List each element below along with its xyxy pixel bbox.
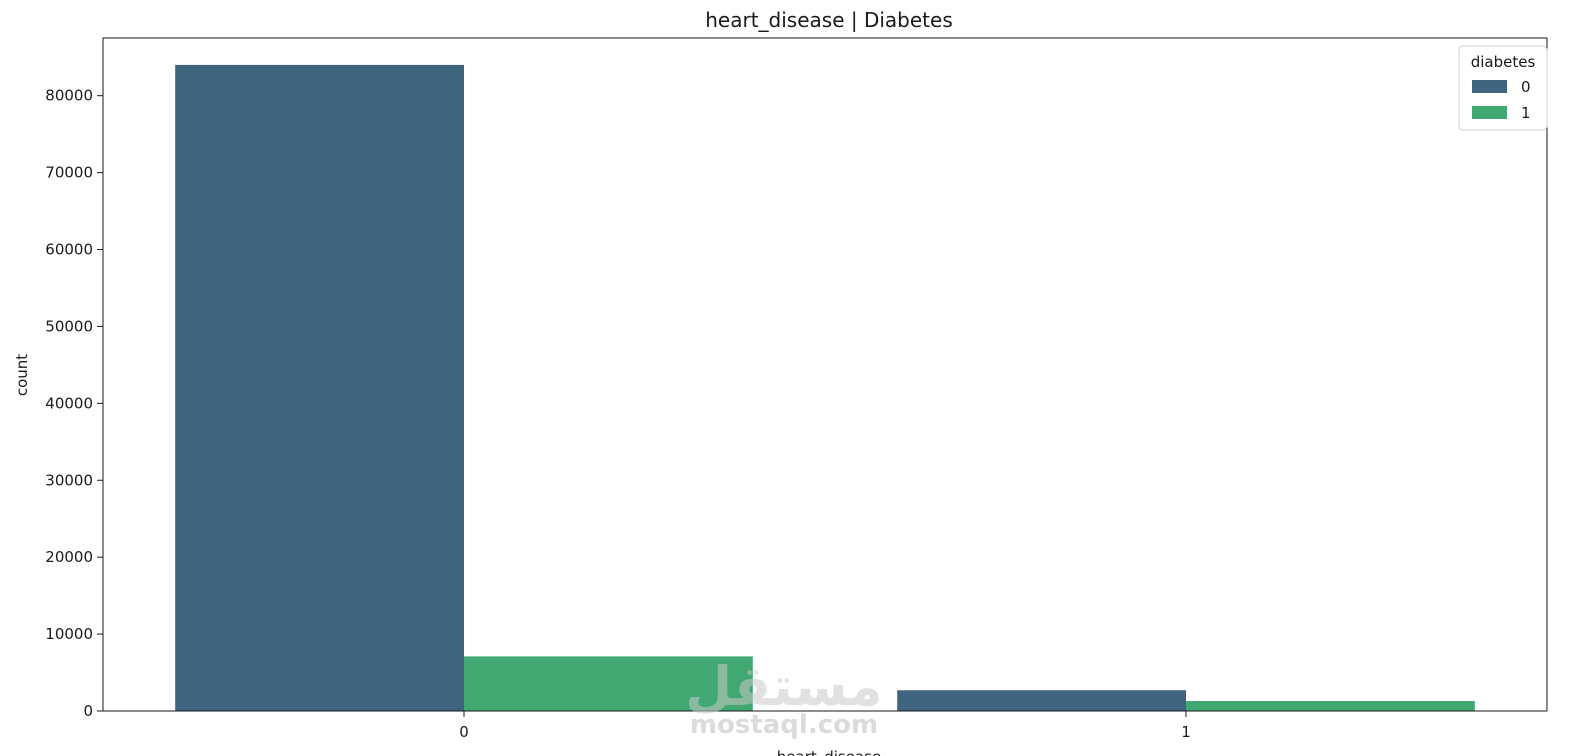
watermark: مستقل mostaql.com	[685, 655, 883, 740]
legend-label-0: 0	[1521, 78, 1531, 96]
y-tick-label: 70000	[45, 164, 93, 182]
plot-frame	[102, 37, 1548, 712]
legend-label-1: 1	[1521, 104, 1531, 122]
y-tick-label: 20000	[45, 548, 93, 566]
y-tick-label: 80000	[45, 87, 93, 105]
y-tick-label: 0	[83, 702, 93, 720]
bar-heart-disease-0-diabetes-1	[464, 656, 753, 711]
y-axis-label: count	[13, 354, 31, 396]
bar-heart-disease-1-diabetes-0	[897, 690, 1186, 711]
chart-title: heart_disease | Diabetes	[705, 8, 953, 32]
legend-swatch-1	[1472, 106, 1507, 119]
legend-items: 01	[1472, 78, 1531, 122]
plot-area	[175, 64, 1475, 712]
watermark-latin: mostaql.com	[690, 710, 878, 740]
x-tick-label: 1	[1181, 723, 1191, 741]
y-tick-label: 50000	[45, 317, 93, 335]
y-tick-label: 30000	[45, 471, 93, 489]
legend-swatch-0	[1472, 80, 1507, 93]
legend-title: diabetes	[1471, 53, 1536, 71]
bar-heart-disease-1-diabetes-1	[1186, 701, 1475, 711]
y-tick-label: 40000	[45, 394, 93, 412]
legend: diabetes 01	[1458, 45, 1548, 131]
x-tick-label: 0	[459, 723, 469, 741]
bar-heart-disease-0-diabetes-0	[175, 64, 464, 712]
watermark-arabic: مستقل	[685, 655, 883, 718]
y-tick-label: 60000	[45, 241, 93, 259]
y-axis: 0 10000 20000 30000 40000 50000 60000 70000 8000…	[45, 87, 103, 720]
y-tick-label: 10000	[45, 625, 93, 643]
x-axis-label: heart_disease	[777, 748, 881, 756]
